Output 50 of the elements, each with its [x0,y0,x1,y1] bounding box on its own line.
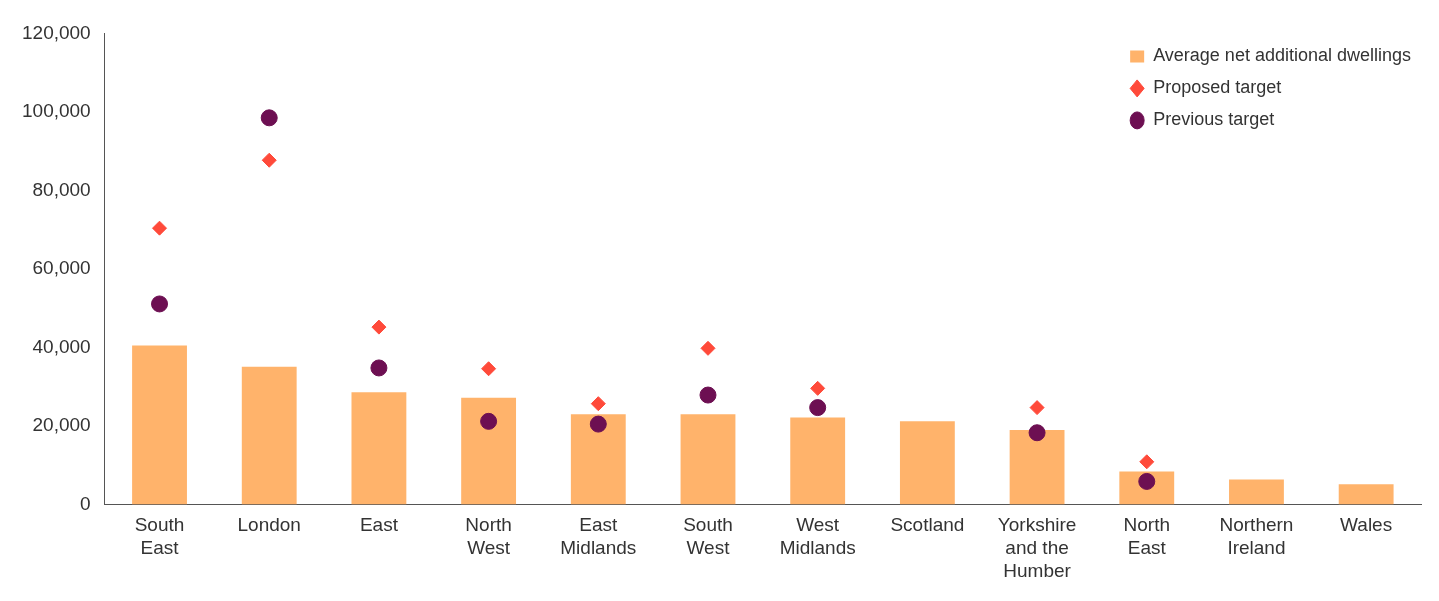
x-tick-label: London [237,514,301,536]
bar [570,414,626,505]
point [261,152,277,168]
x-tick-label: South West [683,514,733,559]
point [370,359,388,377]
point [480,412,498,430]
x-tick-label: North West [465,514,512,559]
bar [790,417,846,505]
point [700,340,716,356]
point [1028,424,1046,442]
bar [132,345,187,505]
x-tick-label: Scotland [890,514,965,536]
bar [1009,429,1065,505]
y-tick-label: 0 [80,492,91,514]
point [152,220,168,236]
point [260,109,278,127]
y-tick-label: 120,000 [21,21,91,43]
bar [899,421,955,505]
point [1139,454,1155,470]
y-tick-label: 80,000 [32,178,91,200]
point [1029,400,1045,416]
point [481,361,497,377]
bar [680,414,736,505]
x-tick-label: Northern Ireland [1219,514,1294,559]
y-tick-label: 20,000 [32,414,91,436]
point [699,386,717,404]
point [589,415,607,433]
point [371,319,387,335]
legend-label: Proposed target [1153,77,1282,98]
point [151,295,169,313]
y-tick-label: 40,000 [32,335,91,357]
x-tick-label: East Midlands [560,514,637,559]
bar [351,392,407,505]
x-tick-label: Wales [1340,514,1393,536]
bar [461,397,517,505]
bar [241,366,297,505]
point [590,396,606,412]
legend-label: Previous target [1153,109,1275,130]
y-tick-label: 100,000 [21,100,91,122]
point [810,380,826,396]
x-tick-label: North East [1123,514,1170,559]
bar [1338,484,1394,505]
x-tick-label: East [359,514,399,536]
x-tick-label: West Midlands [779,514,856,559]
x-tick-label: Yorkshire and the Humber [997,514,1077,581]
legend-label: Average net additional dwellings [1153,45,1412,66]
x-tick-label: South East [134,514,185,559]
y-tick-label: 60,000 [32,257,91,279]
bar [1229,479,1284,505]
point [809,399,827,417]
